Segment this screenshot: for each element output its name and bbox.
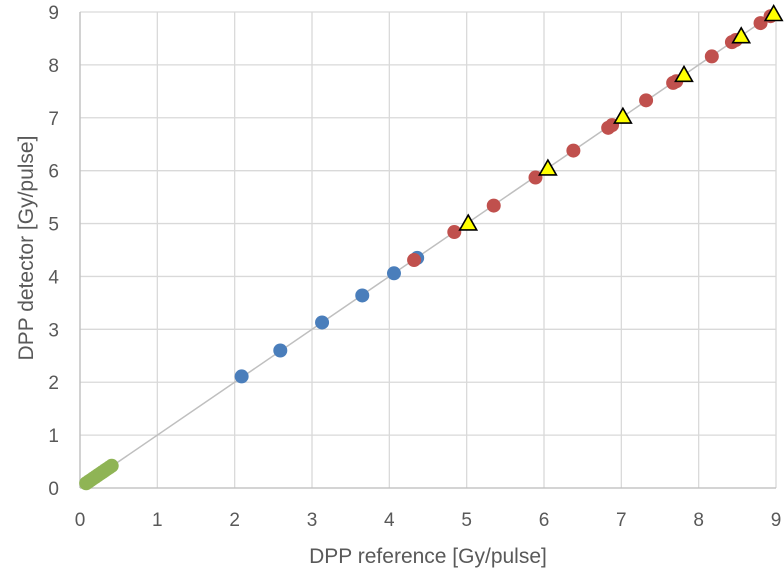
y-tick-label: 1 — [48, 426, 59, 447]
x-axis-tick-labels: 0 1 2 3 4 5 6 7 8 9 — [75, 510, 782, 531]
data-point — [234, 369, 249, 384]
data-point — [104, 458, 119, 473]
data-point-triangle — [763, 4, 784, 22]
y-tick-label: 5 — [48, 215, 59, 236]
data-point — [639, 93, 654, 108]
data-point-triangle — [458, 213, 479, 231]
data-point-triangle — [731, 26, 752, 44]
y-tick-label: 0 — [48, 479, 59, 500]
x-axis-title: DPP reference [Gy/pulse] — [309, 545, 547, 568]
data-point — [407, 253, 422, 268]
reference-line — [79, 11, 777, 489]
data-point — [315, 315, 330, 330]
y-tick-label: 3 — [48, 320, 59, 341]
y-axis-tick-labels: 0 1 2 3 4 5 6 7 8 9 — [48, 3, 59, 500]
y-tick-label: 9 — [48, 3, 59, 24]
y-tick-label: 2 — [48, 373, 59, 394]
x-tick-label: 3 — [307, 510, 318, 531]
identity-line — [79, 11, 777, 489]
x-tick-label: 1 — [152, 510, 163, 531]
data-point — [447, 225, 462, 240]
data-point-triangle — [613, 106, 633, 124]
data-point — [273, 343, 288, 358]
data-point — [704, 49, 719, 64]
x-tick-label: 6 — [539, 510, 550, 531]
series-1 — [234, 250, 425, 384]
plot-area — [79, 12, 776, 489]
data-point — [753, 16, 768, 31]
x-tick-label: 0 — [75, 510, 86, 531]
y-tick-label: 4 — [48, 267, 59, 288]
y-tick-label: 7 — [48, 109, 59, 130]
y-axis-title: DPP detector [Gy/pulse] — [15, 136, 38, 361]
data-point — [566, 143, 581, 158]
data-point-triangle — [537, 158, 558, 176]
x-tick-label: 4 — [384, 510, 395, 531]
x-tick-label: 8 — [693, 510, 704, 531]
data-points — [79, 4, 784, 491]
y-tick-label: 8 — [48, 56, 59, 77]
x-tick-label: 7 — [616, 510, 627, 531]
series-0 — [79, 458, 119, 491]
x-tick-label: 9 — [771, 510, 782, 531]
data-point — [386, 266, 401, 281]
x-tick-label: 2 — [229, 510, 240, 531]
series-3 — [458, 4, 784, 231]
data-point-triangle — [674, 64, 694, 83]
y-tick-label: 6 — [48, 162, 59, 183]
x-tick-label: 5 — [461, 510, 472, 531]
data-point — [486, 198, 501, 213]
data-point — [355, 288, 370, 303]
